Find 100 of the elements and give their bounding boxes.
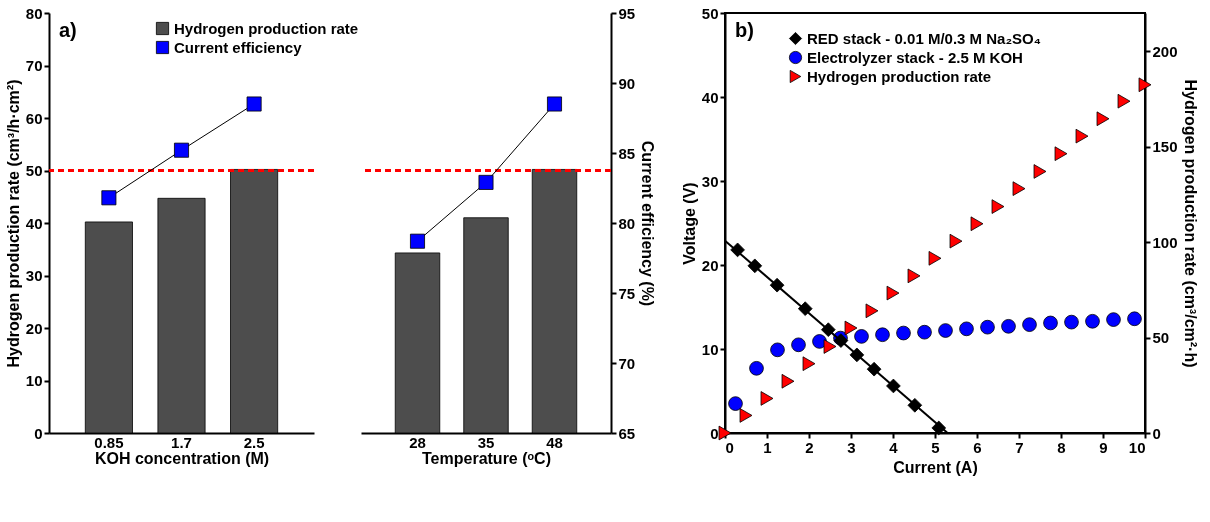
x-axis-title: KOH concentration (M) <box>94 449 270 467</box>
legend-label: Hydrogen production rate <box>807 67 992 85</box>
point <box>949 233 963 249</box>
y2-tick-label: 200 <box>1152 42 1178 60</box>
point <box>1001 319 1016 334</box>
point <box>718 425 732 441</box>
y2-axis-title: Current efficiency (%) <box>639 140 657 307</box>
y2-tick-label: 85 <box>618 144 636 162</box>
y2-axis-title: Hydrogen production rate (cm³/cm²·h) <box>1181 79 1199 368</box>
point <box>1022 317 1037 332</box>
legend-label: RED stack - 0.01 M/0.3 M Na₂SO₄ <box>807 29 1041 47</box>
point <box>865 303 879 319</box>
point <box>866 361 882 377</box>
y-tick-label: 70 <box>25 57 43 74</box>
point <box>1043 315 1058 331</box>
point <box>760 391 774 406</box>
y-tick-label: 60 <box>25 109 43 127</box>
point <box>770 342 785 358</box>
point <box>821 322 836 337</box>
y-tick-label: 20 <box>701 256 719 274</box>
point <box>849 347 865 363</box>
annotation: a) <box>59 19 77 41</box>
y-tick-label: 10 <box>701 340 719 358</box>
point <box>781 373 795 389</box>
point <box>931 420 947 436</box>
x-tick-label: 1.7 <box>171 433 192 451</box>
point <box>478 174 494 190</box>
y-tick-label: 10 <box>25 372 43 389</box>
point <box>917 324 932 340</box>
point <box>959 321 974 337</box>
point <box>797 301 813 316</box>
point <box>1075 128 1089 144</box>
point <box>1138 77 1152 93</box>
point <box>1117 93 1131 109</box>
point <box>938 323 953 338</box>
x-tick-label: 6 <box>973 438 982 456</box>
point <box>802 356 816 371</box>
x-axis-title: Temperature (ᵒC) <box>422 449 551 467</box>
point <box>1096 111 1110 127</box>
point <box>1012 181 1026 196</box>
point <box>1064 314 1079 330</box>
x-tick-label: 2.5 <box>243 433 265 451</box>
point <box>823 339 837 354</box>
point <box>1085 314 1100 329</box>
point <box>1106 312 1121 327</box>
point <box>844 320 858 336</box>
point <box>791 337 806 353</box>
y-tick-label: 40 <box>25 214 43 232</box>
point <box>1033 164 1047 179</box>
annotation: b) <box>735 19 754 41</box>
y2-tick-label: 100 <box>1152 233 1178 251</box>
x-tick-label: 4 <box>889 438 899 456</box>
y-tick-label: 40 <box>701 88 719 106</box>
y2-tick-label: 75 <box>618 284 636 302</box>
point <box>749 361 764 376</box>
x-tick-label: 5 <box>931 438 940 456</box>
x-tick-label: 10 <box>1128 438 1146 456</box>
y-tick-label: 80 <box>25 4 43 22</box>
x-tick-label: 9 <box>1099 438 1108 456</box>
point <box>886 378 901 394</box>
point <box>547 96 562 112</box>
point <box>991 199 1005 214</box>
y-axis-title: Hydrogen production rate (cm³/h·cm²) <box>4 79 22 368</box>
point <box>747 258 763 274</box>
x-tick-label: 8 <box>1057 438 1066 456</box>
y2-tick-label: 95 <box>618 4 636 22</box>
point <box>896 325 911 341</box>
point <box>769 277 785 293</box>
y-tick-label: 50 <box>701 4 719 22</box>
legend-label: Hydrogen production rate <box>174 19 359 37</box>
x-tick-label: 48 <box>546 433 563 451</box>
x-tick-label: 3 <box>847 438 856 456</box>
point <box>728 396 743 411</box>
y2-tick-label: 50 <box>1152 329 1170 347</box>
x-tick-label: 0.85 <box>94 433 124 451</box>
point <box>730 242 745 258</box>
point <box>907 397 923 413</box>
y2-tick-label: 65 <box>618 424 636 442</box>
point <box>739 408 753 423</box>
point <box>980 319 995 335</box>
legend-label: Current efficiency <box>174 38 303 56</box>
y2-tick-label: 90 <box>618 74 636 92</box>
y-tick-label: 50 <box>25 162 43 179</box>
point <box>970 216 984 232</box>
x-tick-label: 2 <box>805 438 814 456</box>
x-tick-label: 0 <box>725 438 734 456</box>
y-tick-label: 30 <box>25 267 43 284</box>
y2-tick-label: 150 <box>1152 138 1178 156</box>
x-tick-label: 35 <box>477 433 495 451</box>
y-tick-label: 20 <box>25 319 43 337</box>
point <box>1127 311 1142 327</box>
y2-tick-label: 80 <box>618 214 636 232</box>
legend-label: Electrolyzer stack - 2.5 M KOH <box>807 48 1023 66</box>
point <box>907 268 921 284</box>
y-tick-label: 30 <box>701 172 719 190</box>
x-tick-label: 28 <box>409 433 426 451</box>
x-axis-title: Current (A) <box>893 458 978 476</box>
point <box>410 233 425 249</box>
point <box>1054 146 1068 161</box>
point <box>928 251 942 266</box>
